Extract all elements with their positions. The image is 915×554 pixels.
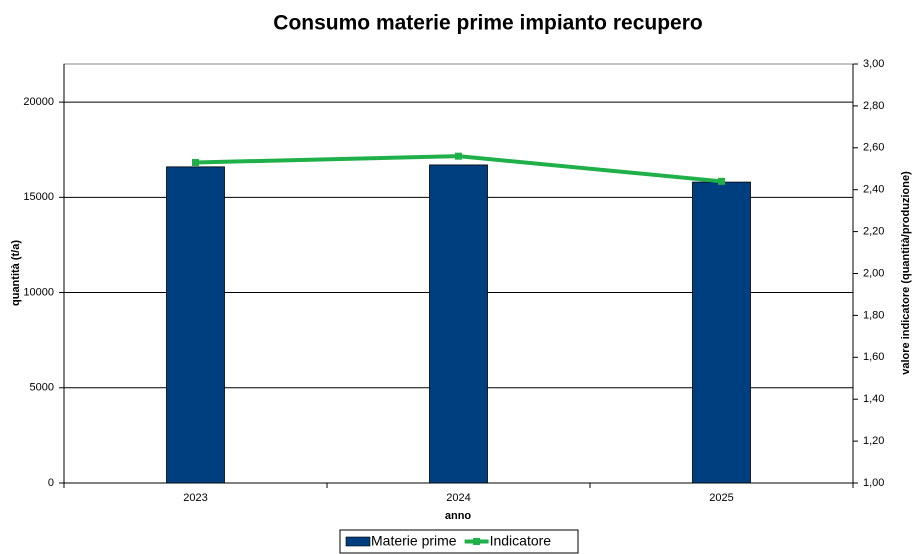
y2-tick-label: 2,20 [863, 226, 884, 238]
y-tick-label: 20000 [23, 96, 54, 108]
marker [455, 152, 462, 160]
legend-label: Materie prime [371, 533, 457, 549]
legend-swatch [345, 536, 371, 547]
bar [429, 164, 488, 484]
y-tick-label: 5000 [30, 382, 54, 394]
bar [166, 166, 225, 484]
y-tick-label: 0 [48, 477, 54, 489]
y2-tick-label: 2,80 [863, 100, 884, 112]
y2-tick-label: 2,40 [863, 184, 884, 196]
y2-tick-label: 3,00 [863, 58, 884, 70]
marker [192, 158, 199, 166]
legend-box [339, 529, 579, 554]
legend-label: Indicatore [490, 533, 552, 549]
y2-tick-label: 1,40 [863, 393, 884, 405]
y2-tick-label: 1,20 [863, 435, 884, 447]
y-tick-label: 15000 [23, 191, 54, 203]
y2-tick-label: 1,80 [863, 309, 884, 321]
x-tick-label: 2025 [709, 492, 733, 504]
x-axis-label: anno [445, 510, 472, 522]
y-axis-label: quantità (t/a) [10, 240, 22, 306]
y2-tick-label: 1,60 [863, 351, 884, 363]
legend-marker [473, 538, 481, 545]
y-tick-label: 10000 [23, 286, 54, 298]
bar [692, 181, 751, 484]
y2-tick-label: 2,60 [863, 142, 884, 154]
chart-title: Consumo materie prime impianto recupero [273, 12, 702, 35]
y2-tick-label: 1,00 [863, 477, 884, 489]
x-tick-label: 2024 [446, 492, 470, 504]
marker [718, 177, 725, 185]
x-tick-label: 2023 [183, 492, 207, 504]
y2-tick-label: 2,00 [863, 267, 884, 279]
y2-axis-label: valore indicatore (quantità/produzione) [900, 171, 912, 375]
